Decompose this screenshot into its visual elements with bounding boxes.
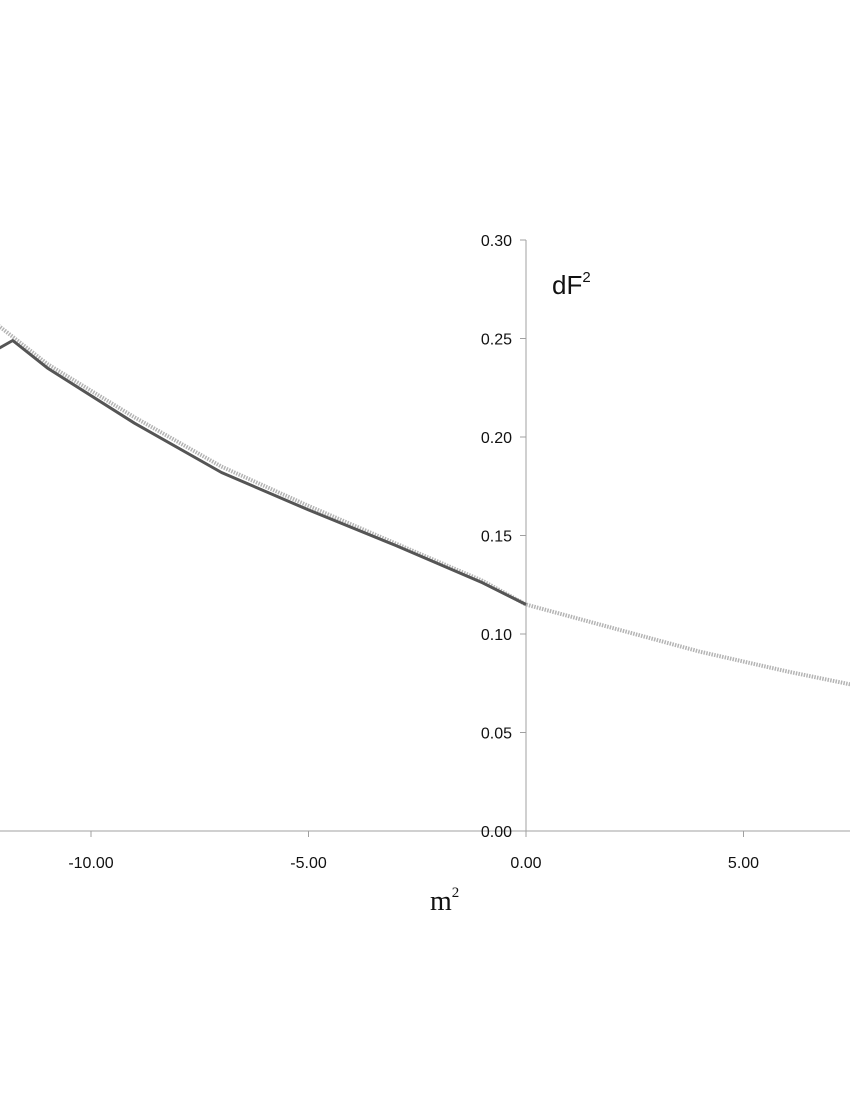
axes (0, 239, 850, 837)
y-tick-label: 0.05 (481, 726, 512, 743)
series-group (0, 324, 850, 687)
y-tick-label: 0.15 (481, 529, 512, 546)
y-tick-label: 0.30 (481, 233, 512, 250)
x-tick-label: -10.00 (68, 855, 113, 872)
x-axis-title: m2 (430, 885, 459, 917)
x-tick-label: 5.00 (728, 855, 759, 872)
series-dark-line (0, 339, 527, 606)
y-tick-label: 0.00 (481, 824, 512, 841)
tick-labels: -25.00-20.00-15.00-10.00-5.000.005.0010.… (68, 233, 759, 872)
y-axis-title: dF2 (552, 269, 591, 300)
y-tick-label: 0.10 (481, 627, 512, 644)
x-tick-label: 0.00 (510, 855, 541, 872)
x-tick-label: -5.00 (290, 855, 327, 872)
y-tick-label: 0.20 (481, 430, 512, 447)
series-light-line (0, 324, 850, 687)
y-tick-label: 0.25 (481, 332, 512, 349)
